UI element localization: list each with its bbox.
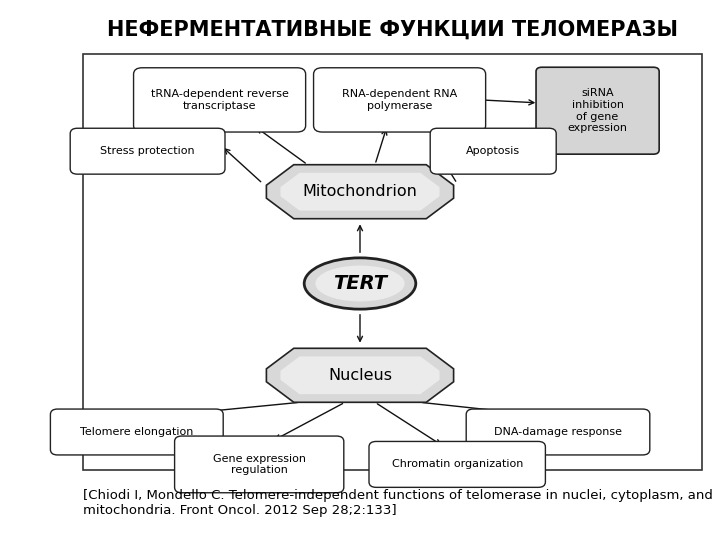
Text: Telomere elongation: Telomere elongation <box>80 427 194 437</box>
Text: Nucleus: Nucleus <box>328 368 392 383</box>
Polygon shape <box>281 173 440 211</box>
FancyBboxPatch shape <box>536 68 660 154</box>
Text: [Chiodi I, Mondello C. Telomere-independent functions of telomerase in nuclei, c: [Chiodi I, Mondello C. Telomere-independ… <box>83 489 713 517</box>
Text: RNA-dependent RNA
polymerase: RNA-dependent RNA polymerase <box>342 89 457 111</box>
FancyBboxPatch shape <box>70 128 225 174</box>
Text: Chromatin organization: Chromatin organization <box>392 460 523 469</box>
Polygon shape <box>266 165 454 219</box>
Ellipse shape <box>315 266 405 301</box>
FancyBboxPatch shape <box>174 436 344 492</box>
Polygon shape <box>281 356 440 394</box>
Text: TERT: TERT <box>333 274 387 293</box>
Polygon shape <box>266 348 454 402</box>
FancyBboxPatch shape <box>314 68 486 132</box>
Text: tRNA-dependent reverse
transcriptase: tRNA-dependent reverse transcriptase <box>150 89 289 111</box>
FancyBboxPatch shape <box>431 128 556 174</box>
Text: siRNA
inhibition
of gene
expression: siRNA inhibition of gene expression <box>567 89 628 133</box>
Text: НЕФЕРМЕНТАТИВНЫЕ ФУНКЦИИ ТЕЛОМЕРАЗЫ: НЕФЕРМЕНТАТИВНЫЕ ФУНКЦИИ ТЕЛОМЕРАЗЫ <box>107 19 678 40</box>
FancyBboxPatch shape <box>83 54 702 470</box>
FancyBboxPatch shape <box>50 409 223 455</box>
Ellipse shape <box>304 258 416 309</box>
FancyBboxPatch shape <box>467 409 649 455</box>
Text: Stress protection: Stress protection <box>100 146 195 156</box>
FancyBboxPatch shape <box>134 68 305 132</box>
Text: Mitochondrion: Mitochondrion <box>302 184 418 199</box>
FancyBboxPatch shape <box>369 442 546 487</box>
Text: Gene expression
regulation: Gene expression regulation <box>212 454 306 475</box>
Text: DNA-damage response: DNA-damage response <box>494 427 622 437</box>
Text: Apoptosis: Apoptosis <box>466 146 521 156</box>
